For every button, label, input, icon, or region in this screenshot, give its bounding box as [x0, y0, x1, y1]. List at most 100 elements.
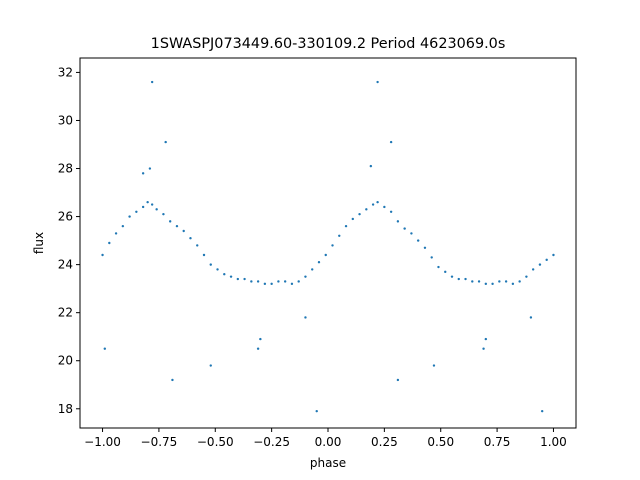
y-axis-ticks: 18 20 22 24 26 28 30 32 [58, 65, 80, 416]
data-point [146, 200, 149, 204]
y-axis-label: flux [32, 232, 46, 254]
data-point [128, 215, 131, 218]
data-point [223, 273, 226, 276]
data-point [209, 263, 212, 266]
data-point [150, 203, 154, 206]
y-tick-label: 32 [58, 65, 73, 79]
data-point [477, 280, 481, 283]
data-point [162, 212, 165, 216]
data-point [189, 236, 192, 240]
data-point [103, 347, 107, 350]
y-tick-label: 30 [58, 113, 73, 127]
data-point [423, 246, 427, 250]
data-point [256, 347, 260, 350]
y-tick-label: 24 [58, 258, 73, 272]
data-point [202, 253, 206, 257]
chart-title: 1SWASPJ073449.60-330109.2 Period 4623069… [151, 36, 506, 52]
data-point [141, 205, 145, 209]
y-tick-label: 28 [58, 162, 73, 176]
data-point [141, 172, 145, 175]
data-point [148, 167, 152, 170]
x-axis-label: phase [310, 456, 346, 470]
data-point [518, 280, 521, 283]
data-point [376, 80, 379, 84]
x-tick-label: −0.25 [253, 435, 290, 449]
data-point [209, 364, 212, 367]
data-point [196, 244, 199, 247]
data-point [430, 256, 433, 259]
data-point [121, 224, 125, 228]
data-point [270, 282, 273, 286]
x-tick-label: −0.75 [141, 435, 178, 449]
data-point [540, 409, 544, 413]
data-point [256, 280, 260, 283]
data-point [471, 280, 474, 283]
data-point [365, 208, 368, 211]
data-point [529, 316, 533, 319]
data-point [297, 280, 300, 283]
data-point [263, 282, 267, 286]
data-point [432, 364, 436, 367]
data-point [311, 268, 314, 271]
data-point [484, 337, 488, 341]
data-point [150, 80, 154, 84]
y-tick-label: 26 [58, 210, 73, 224]
data-point [331, 244, 334, 247]
data-point [444, 270, 447, 274]
data-point [135, 210, 138, 213]
data-point [457, 277, 460, 281]
data-point [315, 409, 318, 413]
x-tick-label: 0.50 [427, 435, 454, 449]
data-point [229, 275, 233, 278]
x-tick-label: −0.50 [197, 435, 234, 449]
data-point [164, 140, 167, 144]
data-point [290, 282, 294, 286]
data-point [484, 282, 488, 286]
y-tick-label: 18 [58, 402, 73, 416]
data-point [437, 265, 440, 269]
data-point [552, 253, 555, 257]
data-point [498, 280, 501, 283]
y-tick-label: 20 [58, 354, 73, 368]
data-point [410, 232, 413, 235]
data-point [531, 268, 535, 271]
data-point [358, 212, 361, 216]
data-point [491, 282, 494, 286]
data-point [108, 241, 111, 245]
x-tick-label: 1.00 [540, 435, 567, 449]
data-point [114, 232, 118, 235]
data-point [376, 200, 379, 204]
x-tick-label: 0.75 [484, 435, 511, 449]
data-point [182, 229, 185, 233]
data-point [236, 277, 240, 281]
data-point [304, 275, 307, 278]
data-point [338, 234, 341, 237]
data-point [283, 280, 287, 283]
data-point [450, 275, 454, 278]
data-point [175, 224, 179, 228]
data-point [389, 210, 393, 213]
data-point [344, 224, 348, 228]
data-point [277, 280, 280, 283]
data-point [250, 280, 253, 283]
data-point [525, 275, 528, 278]
data-point [317, 261, 321, 264]
x-tick-label: 0.00 [315, 435, 342, 449]
x-axis-ticks: −1.00 −0.75 −0.50 −0.25 0.00 0.25 0.50 0.75 1.00 [84, 428, 567, 449]
data-point [482, 347, 485, 350]
data-point [545, 258, 548, 262]
data-point [243, 277, 246, 281]
x-tick-label: 0.25 [371, 435, 398, 449]
data-points [101, 80, 555, 413]
data-point [101, 253, 104, 257]
data-point [396, 378, 400, 382]
data-point [304, 316, 307, 319]
data-point [403, 227, 406, 230]
data-point [538, 263, 542, 266]
data-point [416, 239, 420, 242]
data-point [216, 268, 219, 271]
data-point [511, 282, 515, 286]
data-point [371, 203, 375, 206]
